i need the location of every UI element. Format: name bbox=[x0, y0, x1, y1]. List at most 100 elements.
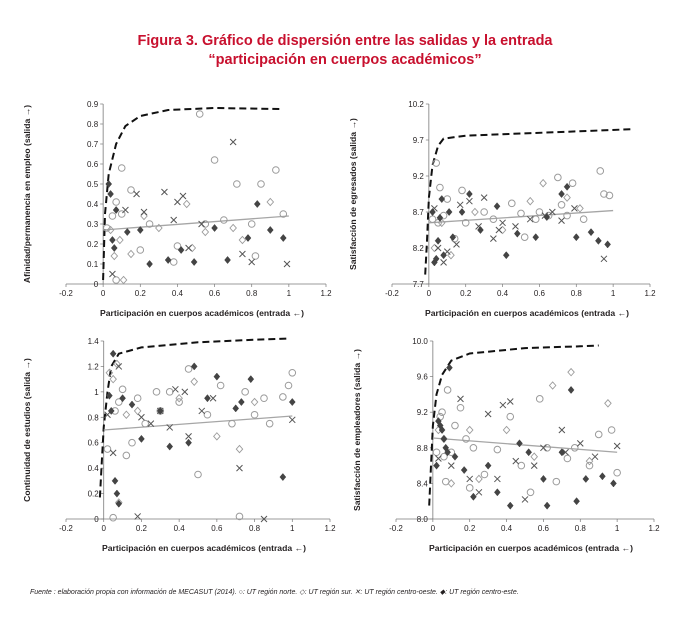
point-centro-este bbox=[449, 233, 457, 242]
point-norte bbox=[241, 388, 249, 396]
x-tick-label: 0 bbox=[427, 289, 432, 298]
point-norte bbox=[284, 381, 293, 390]
point-centro-este bbox=[436, 213, 444, 222]
point-sur bbox=[437, 218, 446, 228]
point-centro-este bbox=[111, 476, 119, 485]
point-centro-oeste bbox=[613, 442, 621, 450]
x-tick-label: 1.2 bbox=[320, 289, 332, 298]
point-sur bbox=[213, 432, 221, 441]
point-centro-este bbox=[156, 406, 164, 415]
point-sur bbox=[235, 444, 244, 454]
point-norte bbox=[469, 444, 478, 452]
point-norte bbox=[145, 220, 154, 228]
point-centro-oeste bbox=[558, 426, 566, 434]
x-tick-label: 0.6 bbox=[209, 289, 221, 298]
point-centro-oeste bbox=[512, 223, 519, 230]
point-centro-este bbox=[440, 251, 447, 260]
point-centro-este bbox=[438, 195, 446, 204]
y-tick-label: 10.0 bbox=[412, 337, 428, 346]
y-tick-label: 8.0 bbox=[417, 515, 429, 524]
point-centro-oeste bbox=[185, 433, 192, 440]
figure-title-line1: Figura 3. Gráfico de dispersión entre la… bbox=[137, 33, 553, 49]
point-norte bbox=[257, 180, 265, 188]
point-centro-este bbox=[567, 385, 575, 394]
point-norte bbox=[605, 191, 614, 200]
point-norte bbox=[265, 419, 274, 428]
point-centro-este bbox=[506, 501, 514, 510]
y-tick-label: 0.7 bbox=[87, 140, 99, 149]
point-centro-oeste bbox=[591, 453, 599, 461]
point-norte bbox=[570, 444, 579, 452]
point-sur bbox=[110, 251, 119, 261]
x-tick-label: 0.8 bbox=[571, 289, 583, 298]
y-tick-label: 7.7 bbox=[413, 280, 425, 289]
x-tick-label: -0.2 bbox=[385, 289, 399, 298]
y-tick-label: 0.2 bbox=[88, 490, 100, 499]
chart-panel-3: -0.2 0 0.2 0.4 0.6 0.8 1 1.2 0 0.2 0.4 0.6 0.8 1 1.2 1.… bbox=[22, 337, 336, 553]
point-sur bbox=[530, 452, 539, 461]
point-centro-este bbox=[438, 426, 446, 434]
point-sur bbox=[116, 235, 124, 245]
point-norte bbox=[579, 215, 588, 223]
point-centro-este bbox=[190, 362, 198, 371]
point-centro-este bbox=[106, 391, 113, 400]
point-centro-este bbox=[433, 461, 440, 470]
point-centro-oeste bbox=[140, 208, 148, 216]
point-sur bbox=[190, 377, 199, 386]
point-sur bbox=[502, 425, 511, 435]
x-tick-label: 1 bbox=[611, 289, 616, 298]
point-norte bbox=[535, 208, 544, 216]
trend-line bbox=[103, 415, 293, 431]
point-norte bbox=[260, 394, 268, 403]
point-centro-oeste bbox=[134, 513, 142, 520]
point-centro-oeste bbox=[453, 241, 460, 248]
point-sur bbox=[498, 225, 507, 235]
x-tick-label: 1.2 bbox=[324, 524, 336, 533]
y-tick-label: 1 bbox=[94, 388, 99, 397]
point-centro-este bbox=[470, 492, 477, 501]
point-norte bbox=[517, 209, 525, 218]
point-centro-este bbox=[232, 404, 240, 413]
point-centro-este bbox=[572, 233, 580, 242]
point-centro-este bbox=[288, 398, 296, 407]
source-text: : elaboración propia con información de … bbox=[53, 589, 519, 596]
x-tick-label: 0 bbox=[431, 524, 436, 533]
point-centro-este bbox=[110, 244, 118, 252]
point-sur bbox=[475, 474, 483, 484]
point-centro-este bbox=[119, 394, 126, 403]
point-centro-oeste bbox=[490, 235, 497, 242]
point-norte bbox=[112, 198, 120, 206]
point-norte bbox=[141, 419, 149, 428]
point-centro-este bbox=[109, 349, 117, 358]
point-sur bbox=[576, 204, 584, 213]
point-centro-oeste bbox=[115, 363, 123, 370]
point-norte bbox=[247, 220, 256, 228]
point-centro-este bbox=[599, 472, 606, 481]
point-centro-este bbox=[105, 180, 113, 188]
point-centro-oeste bbox=[466, 197, 473, 205]
point-norte bbox=[465, 484, 474, 492]
point-centro-oeste bbox=[209, 394, 217, 402]
point-norte bbox=[531, 215, 540, 223]
point-centro-este bbox=[458, 208, 466, 216]
y-axis-label: Satisfacción de empleadores (salida →) bbox=[352, 349, 362, 511]
x-axis-label: Participación en cuerpos académicos (ent… bbox=[429, 543, 633, 553]
x-tick-label: 1 bbox=[615, 524, 620, 533]
y-tick-label: 0.1 bbox=[87, 260, 99, 269]
point-sur bbox=[465, 425, 474, 435]
y-tick-label: 0.3 bbox=[87, 220, 99, 229]
x-tick-label: 0.2 bbox=[464, 524, 476, 533]
point-centro-este bbox=[247, 375, 255, 384]
point-norte bbox=[432, 159, 441, 167]
point-centro-este bbox=[445, 208, 453, 216]
point-centro-este bbox=[516, 439, 523, 448]
point-centro-oeste bbox=[138, 413, 145, 421]
x-tick-label: 1 bbox=[290, 524, 295, 533]
point-centro-este bbox=[253, 200, 261, 208]
point-centro-este bbox=[525, 448, 533, 457]
x-tick-label: 0.6 bbox=[538, 524, 550, 533]
point-norte bbox=[451, 421, 459, 430]
point-centro-este bbox=[429, 208, 436, 216]
trend-line bbox=[103, 215, 289, 231]
point-norte bbox=[489, 215, 498, 223]
